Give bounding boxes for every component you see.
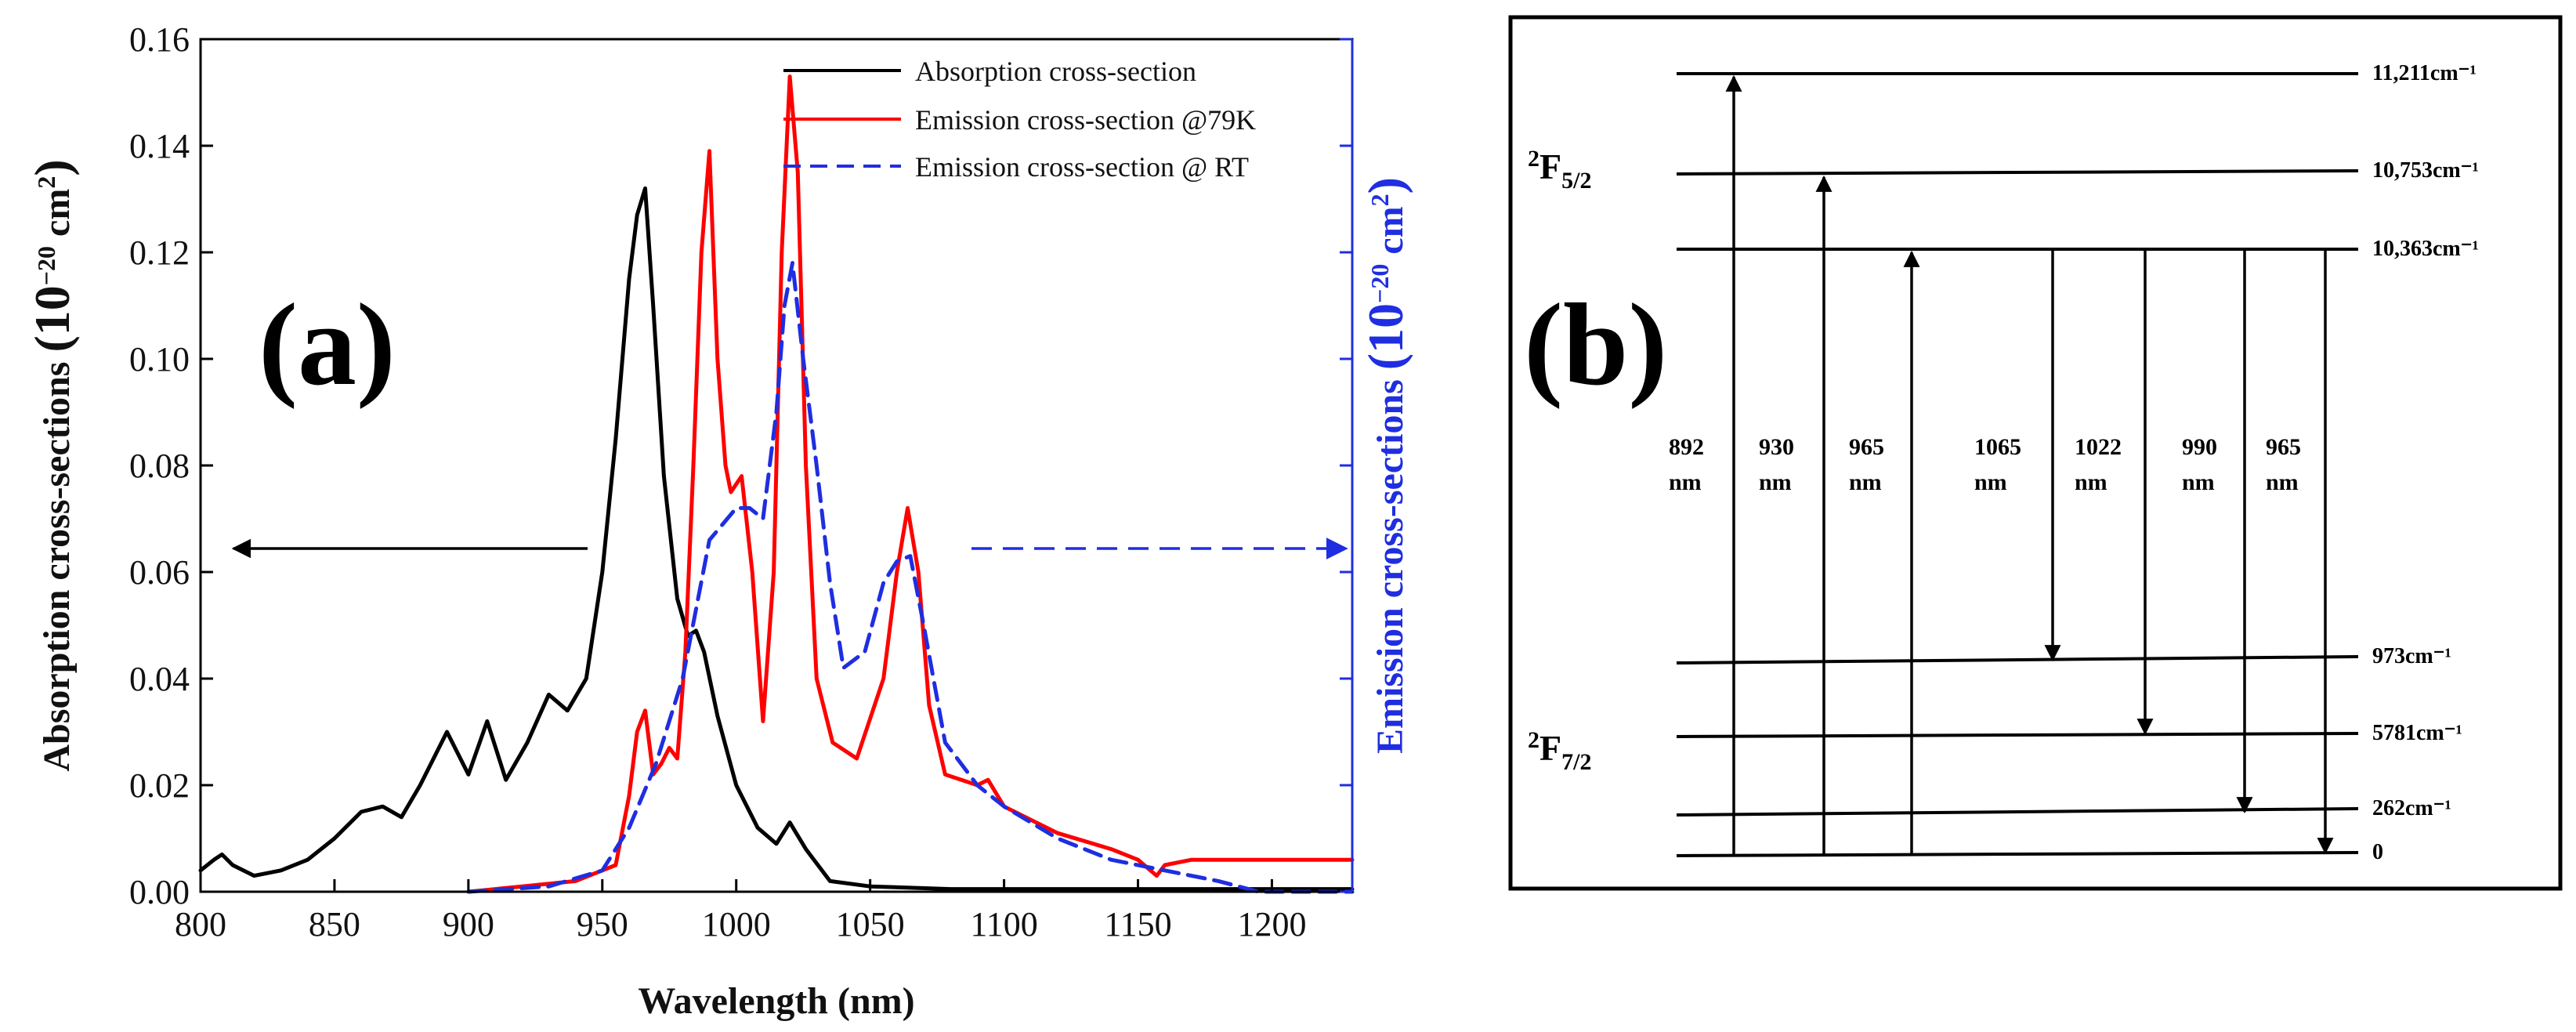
term-2f52: 2F5/2	[1528, 146, 1591, 194]
y-tick-label: 0.12	[129, 234, 190, 272]
legend: Absorption cross-section Emission cross-…	[783, 56, 1256, 183]
x-tick-label: 800	[175, 905, 226, 943]
transition-wavelength: 965	[1849, 434, 1884, 460]
energy-level-label: 5781cm⁻¹	[2372, 721, 2462, 745]
energy-level-line	[1676, 732, 2359, 738]
panel-label-a: (a)	[259, 280, 396, 410]
y-tick-label: 0.08	[129, 447, 190, 485]
transition-wavelength: 930	[1759, 434, 1794, 460]
energy-level-line	[1676, 169, 2359, 176]
transition-wavelength: 1022	[2075, 434, 2122, 460]
x-axis-label: Wavelength (nm)	[638, 980, 914, 1022]
energy-level-label: 10,363cm⁻¹	[2372, 237, 2479, 261]
energy-level-line	[1676, 655, 2359, 664]
x-tick-label: 1150	[1104, 905, 1171, 943]
legend-label-absorption: Absorption cross-section	[915, 56, 1196, 87]
energy-level-label: 11,211cm⁻¹	[2372, 61, 2477, 85]
energy-level-diagram: (b) 2F5/2 2F7/2 11,211cm⁻¹ 10,753cm⁻¹ 10,3…	[1508, 15, 2563, 891]
y-tick-label: 0.16	[129, 20, 190, 59]
transition-unit: nm	[2182, 469, 2215, 495]
absorption-emission-chart: 800 850 900 950 1000 1050 1100 1150 1200 0.00 0.0…	[24, 20, 1413, 1022]
transition-wavelength: 965	[2266, 434, 2301, 460]
transition-wavelength: 990	[2182, 434, 2217, 460]
transition-wavelength: 1065	[1974, 434, 2021, 460]
panel-label-b: (b)	[1524, 280, 1667, 410]
energy-level-label: 10,753cm⁻¹	[2372, 158, 2479, 183]
x-tick-label: 850	[309, 905, 360, 943]
y-tick-label: 0.10	[129, 340, 190, 378]
transition-unit: nm	[2266, 469, 2299, 495]
transition-unit: nm	[2075, 469, 2107, 495]
y-tick-label: 0.14	[129, 127, 190, 165]
y-tick-label: 0.06	[129, 553, 190, 592]
energy-level-line	[1676, 851, 2359, 857]
y-axis-label-right: Emission cross-sections (10−20 cm2)	[1358, 177, 1413, 754]
energy-level-label: 0	[2372, 840, 2383, 864]
x-tick-label: 1000	[702, 905, 771, 943]
energy-level-label: 973cm⁻¹	[2372, 644, 2451, 668]
x-tick-label: 1100	[970, 905, 1037, 943]
term-2f72: 2F7/2	[1528, 727, 1591, 775]
x-tick-label: 900	[443, 905, 494, 943]
legend-label-emission-rt: Emission cross-section @ RT	[915, 151, 1249, 183]
y-tick-label: 0.00	[129, 873, 190, 911]
y-tick-label: 0.04	[129, 660, 190, 698]
diagram-frame	[1508, 15, 2563, 891]
x-tick-label: 1050	[836, 905, 905, 943]
transition-unit: nm	[1759, 469, 1792, 495]
energy-level-label: 262cm⁻¹	[2372, 796, 2451, 820]
y-tick-label: 0.02	[129, 766, 190, 805]
transition-unit: nm	[1849, 469, 1882, 495]
series-line-emission-79k	[466, 74, 1355, 894]
y-axis-label-left: Absorption cross-sections (10−20 cm2)	[24, 159, 80, 771]
series-line-absorption	[198, 186, 1355, 892]
x-tick-label: 1200	[1237, 905, 1306, 943]
transition-wavelength: 892	[1669, 434, 1704, 460]
energy-level-line	[1676, 807, 2359, 817]
legend-label-emission-79k: Emission cross-section @79K	[915, 104, 1256, 136]
x-tick-label: 950	[577, 905, 628, 943]
transition-unit: nm	[1974, 469, 2007, 495]
transition-unit: nm	[1669, 469, 1702, 495]
series-line-emission-rt	[466, 261, 1355, 894]
